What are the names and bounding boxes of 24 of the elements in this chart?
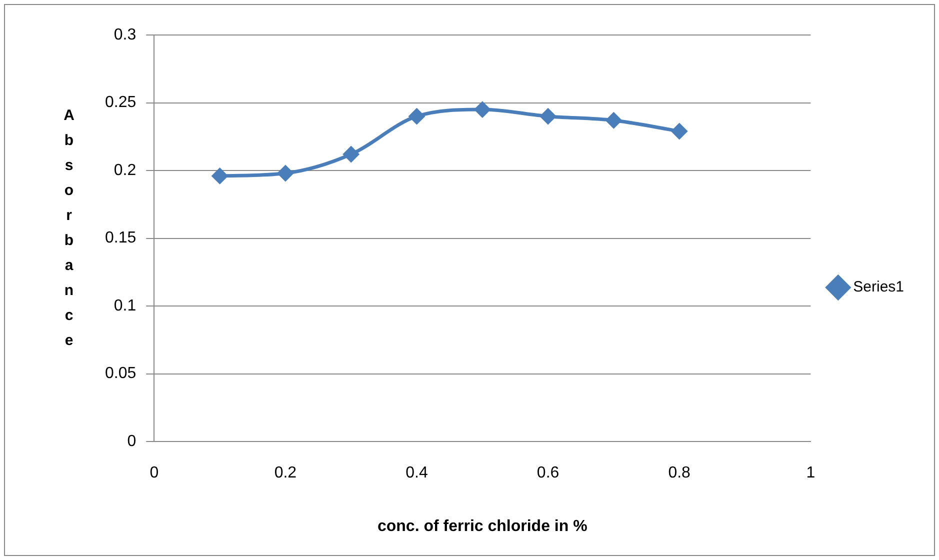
point (672, 123, 688, 139)
text: Absorbance (64, 106, 74, 349)
y-tick-label: 0 (127, 433, 136, 450)
point (408, 108, 424, 124)
x-tick-label: 0.2 (274, 464, 297, 482)
point (540, 108, 556, 124)
legend-label: Series1 (853, 278, 904, 296)
point (278, 165, 294, 181)
point (474, 102, 490, 118)
point (212, 168, 228, 184)
x-axis-title: conc. of ferric chloride in % (377, 518, 588, 535)
point (343, 146, 359, 162)
x-tick-label: 0.8 (668, 464, 691, 482)
x-tick-label: 0.4 (406, 464, 428, 482)
y-tick-label: 0.2 (114, 162, 136, 179)
y-tick-label: 0.3 (114, 26, 136, 44)
x-tick-label: 0 (150, 464, 159, 482)
point (606, 112, 622, 128)
y-tick-label: 0.25 (105, 94, 136, 112)
y-tick-label: 0.15 (105, 230, 136, 247)
y-tick-label: 0.1 (114, 297, 136, 314)
x-tick-label: 1 (806, 464, 816, 482)
y-tick-label: 0.05 (105, 365, 136, 382)
x-tick-label: 0.6 (536, 464, 560, 482)
